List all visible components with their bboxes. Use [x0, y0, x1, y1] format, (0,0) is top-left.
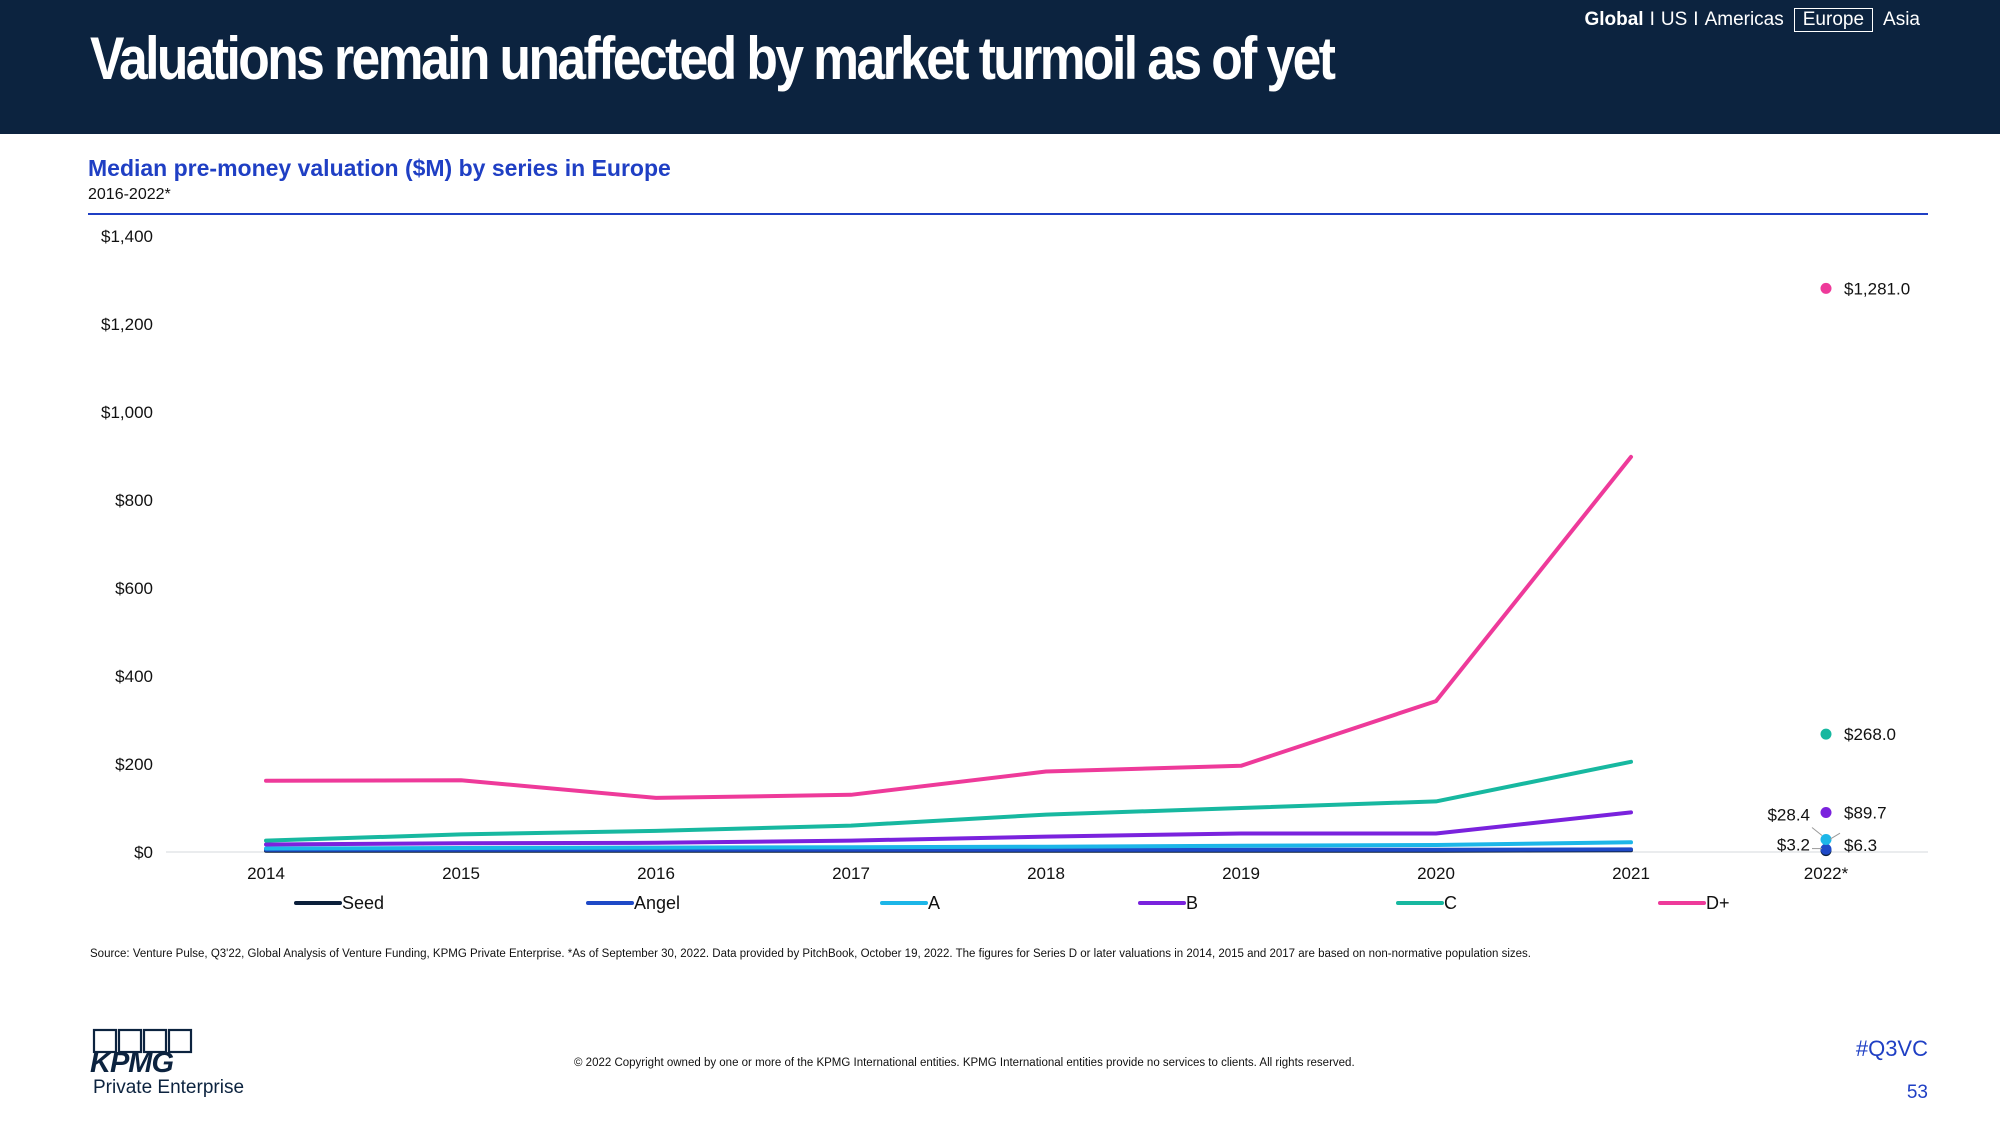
x-tick-label: 2021 [1612, 864, 1650, 883]
chart-subtitle: 2016-2022* [88, 186, 171, 203]
title-divider [88, 213, 1928, 215]
series-line-b [264, 810, 1633, 847]
legend-label: D+ [1706, 893, 1730, 913]
chart-title: Median pre-money valuation ($M) by serie… [88, 155, 671, 181]
x-tick-label: 2018 [1027, 864, 1065, 883]
source-note: Source: Venture Pulse, Q3'22, Global Ana… [90, 948, 1531, 960]
legend-label: B [1186, 893, 1198, 913]
x-tick-label: 2014 [247, 864, 285, 883]
kpmg-logo: KPMG [88, 1028, 198, 1081]
y-tick-label: $1,200 [101, 315, 153, 334]
region-nav: Global I US I Americas Europe Asia [1578, 8, 1926, 32]
legend-label: C [1444, 893, 1457, 913]
region-link-us[interactable]: US [1660, 9, 1688, 30]
page-number: 53 [1906, 1082, 1928, 1103]
x-tick-label: 2015 [442, 864, 480, 883]
kpmg-logo-mark: KPMG [90, 1028, 193, 1079]
y-tick-label: $1,400 [101, 227, 153, 246]
legend-label: Angel [634, 893, 680, 913]
series-line-a [264, 840, 1633, 851]
data-label-2022: $89.7 [1844, 804, 1887, 823]
data-point-2022-angel [1820, 843, 1832, 855]
data-label-2022: $6.3 [1844, 836, 1877, 855]
leader-line [1811, 827, 1823, 836]
region-separator: I [1649, 9, 1655, 30]
y-tick-label: $200 [115, 755, 153, 774]
y-tick-label: $1,000 [101, 403, 153, 422]
x-tick-label: 2016 [637, 864, 675, 883]
region-link-asia[interactable]: Asia [1883, 9, 1920, 30]
x-tick-label: 2019 [1222, 864, 1260, 883]
data-point-2022-c [1820, 728, 1832, 740]
x-tick-label: 2017 [832, 864, 870, 883]
data-label-2022: $1,281.0 [1844, 279, 1910, 298]
y-tick-label: $0 [134, 843, 153, 862]
data-label-2022: $3.2 [1777, 836, 1810, 855]
y-tick-label: $600 [115, 579, 153, 598]
leader-line [1829, 832, 1841, 840]
region-link-global[interactable]: Global [1584, 9, 1644, 30]
header-bar: Valuations remain unaffected by market t… [0, 0, 2000, 134]
line-chart: $0 $200 $400 $600 $800 $1,000 $1,200 $1,400 2014… [101, 227, 1928, 913]
data-point-2022-b [1820, 807, 1832, 819]
legend-label: Seed [342, 893, 384, 913]
data-label-2022: $268.0 [1844, 725, 1896, 744]
y-tick-label: $400 [115, 667, 153, 686]
series-line-c [264, 759, 1633, 843]
data-point-2022-d-plus [1820, 282, 1832, 294]
region-separator: I [1693, 9, 1699, 30]
hashtag: #Q3VC [1855, 1036, 1928, 1061]
x-tick-label: 2020 [1417, 864, 1455, 883]
logo-subtitle: Private Enterprise [93, 1077, 245, 1098]
series-line-d-plus [264, 454, 1633, 800]
region-link-europe[interactable]: Europe [1793, 8, 1874, 32]
page-title: Valuations remain unaffected by market t… [90, 25, 1336, 92]
y-tick-label: $800 [115, 491, 153, 510]
x-tick-label: 2022* [1804, 864, 1849, 883]
data-point-2022-a [1820, 834, 1832, 846]
region-link-americas[interactable]: Americas [1704, 9, 1784, 30]
data-label-2022: $28.4 [1767, 806, 1810, 825]
logo-text: KPMG [90, 1047, 173, 1076]
legend-label: A [928, 893, 940, 913]
copyright-note: © 2022 Copyright owned by one or more of… [574, 1057, 1355, 1069]
